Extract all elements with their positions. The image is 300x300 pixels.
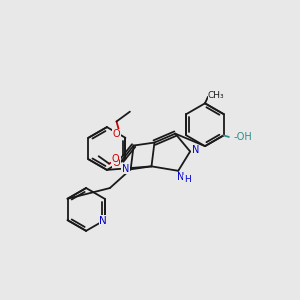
Text: N: N <box>192 145 199 155</box>
Text: CH₃: CH₃ <box>208 91 225 100</box>
Text: H: H <box>184 175 190 184</box>
Text: -OH: -OH <box>233 132 252 142</box>
Text: O: O <box>112 158 120 168</box>
Text: N: N <box>122 164 129 174</box>
Text: N: N <box>177 172 184 182</box>
Text: O: O <box>112 129 120 139</box>
Text: O: O <box>111 154 119 164</box>
Text: N: N <box>99 216 107 226</box>
